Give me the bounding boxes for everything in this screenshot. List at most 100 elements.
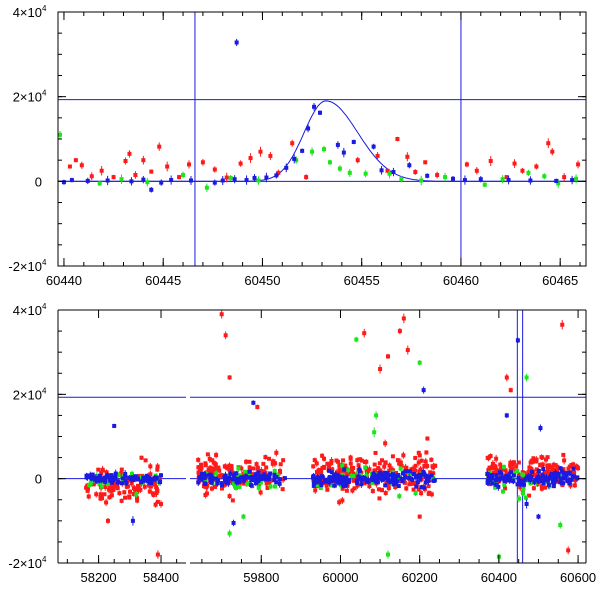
data-point	[531, 486, 536, 491]
data-point	[329, 470, 334, 475]
data-point	[326, 464, 331, 469]
data-point	[386, 478, 391, 483]
data-point	[516, 475, 521, 480]
data-point	[259, 468, 264, 473]
data-point	[215, 481, 220, 486]
data-point	[230, 477, 235, 482]
data-point	[199, 462, 204, 467]
data-point	[130, 518, 135, 523]
data-point	[133, 474, 138, 479]
data-point	[126, 484, 131, 489]
data-point	[395, 474, 400, 479]
data-point	[411, 487, 416, 492]
data-point	[399, 177, 404, 182]
data-point	[538, 462, 543, 467]
data-point	[202, 471, 207, 476]
data-point	[329, 461, 334, 466]
data-point	[212, 180, 217, 185]
data-point	[342, 467, 347, 472]
data-point	[196, 457, 201, 462]
data-point	[391, 479, 396, 484]
data-point	[97, 481, 102, 486]
data-point	[197, 475, 202, 480]
x-tick-label: 60460	[443, 273, 479, 288]
data-point	[423, 459, 428, 464]
data-point	[551, 467, 556, 472]
data-point	[149, 169, 154, 174]
data-point	[509, 466, 514, 471]
data-point	[89, 174, 94, 179]
data-point	[435, 172, 440, 177]
data-point	[399, 464, 404, 469]
data-point	[134, 492, 139, 497]
data-point	[111, 175, 116, 180]
data-point	[535, 471, 540, 476]
data-point	[358, 457, 363, 462]
data-point	[379, 168, 384, 173]
data-point	[366, 479, 371, 484]
data-point	[159, 180, 164, 185]
data-point	[341, 476, 346, 481]
data-point	[319, 483, 324, 488]
data-point	[229, 479, 234, 484]
y-tick-label-exponent: 4	[42, 386, 47, 395]
data-point	[540, 473, 545, 478]
data-point	[546, 141, 551, 146]
data-point	[558, 476, 563, 481]
data-point	[431, 471, 436, 476]
data-point	[542, 469, 547, 474]
data-point	[245, 482, 250, 487]
data-point	[367, 484, 372, 489]
data-point	[429, 457, 434, 462]
data-point	[545, 466, 550, 471]
data-point	[398, 466, 403, 471]
data-point	[523, 495, 528, 500]
data-point	[558, 473, 563, 478]
data-point	[491, 466, 496, 471]
data-point	[310, 149, 315, 154]
data-point	[356, 474, 361, 479]
data-point	[429, 473, 434, 478]
data-point	[238, 161, 243, 166]
data-point	[209, 480, 214, 485]
data-point	[330, 467, 335, 472]
data-point	[230, 470, 235, 475]
data-point	[199, 472, 204, 477]
data-point	[522, 478, 527, 483]
data-point	[106, 487, 111, 492]
data-point	[316, 468, 321, 473]
data-point	[536, 475, 541, 480]
data-point	[264, 465, 269, 470]
data-point	[119, 481, 124, 486]
data-point	[562, 175, 567, 180]
data-point	[133, 172, 138, 177]
data-point	[104, 470, 109, 475]
data-point	[153, 502, 158, 507]
data-point	[123, 159, 128, 164]
data-point	[67, 164, 72, 169]
data-point	[312, 479, 317, 484]
data-point	[388, 479, 393, 484]
data-point	[94, 492, 99, 497]
data-point	[232, 482, 237, 487]
y-tick-label-exponent: 4	[42, 89, 47, 98]
data-point	[550, 149, 555, 154]
data-point	[362, 481, 367, 486]
data-point	[268, 153, 273, 158]
data-point	[321, 465, 326, 470]
data-point	[351, 471, 356, 476]
data-point	[517, 473, 522, 478]
data-point	[413, 491, 418, 496]
data-point	[272, 469, 277, 474]
data-point	[378, 367, 383, 372]
data-point	[344, 482, 349, 487]
data-point	[251, 400, 256, 405]
data-point	[502, 478, 507, 483]
data-point	[383, 483, 388, 488]
data-point	[109, 480, 114, 485]
data-point	[61, 180, 66, 185]
data-point	[79, 163, 84, 168]
data-point	[232, 479, 237, 484]
data-point	[373, 450, 378, 455]
